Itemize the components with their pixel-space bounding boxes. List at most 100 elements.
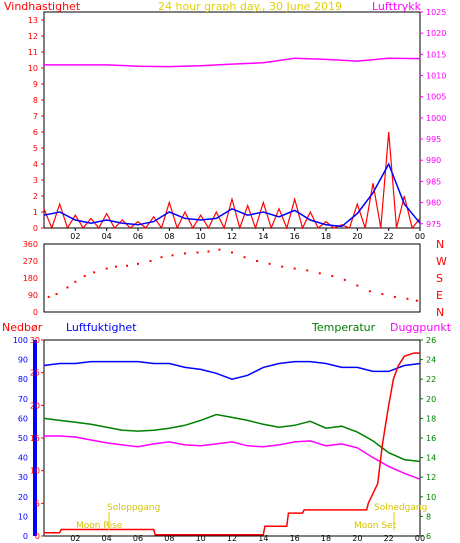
moonrise-label: Moon Rise (76, 521, 123, 531)
wind-y-tick-label: 2 (33, 192, 38, 201)
pressure-y-tick-label: 975 (426, 220, 441, 229)
temperature-label: Temperatur (311, 321, 376, 334)
direction-point (66, 286, 69, 289)
humidity-y-tick-label: 10 (18, 512, 28, 521)
temperature-y-tick-label: 18 (426, 414, 436, 423)
humidity-y-tick-label: 60 (18, 414, 28, 423)
rain-y-tick-label: 5 (35, 499, 40, 508)
wind-average-line (43, 162, 421, 228)
temperature-y-tick-label: 10 (426, 493, 436, 502)
chart-title: 24 hour graph day., 30 June 2019 (158, 0, 342, 13)
wind-y-tick-label: 0 (33, 224, 38, 233)
wind-x-tick-label: 04 (102, 232, 112, 241)
climate-x-tick-label: 00 (415, 534, 425, 543)
rain-label: Nedbør (2, 321, 43, 334)
wind-x-axis: 02 04 06 08 10 12 14 16 18 20 22 00 (70, 228, 425, 241)
compass-label: N (436, 238, 444, 251)
wind-x-tick-label: 16 (290, 232, 300, 241)
direction-point (126, 264, 129, 267)
climate-x-tick-label: 16 (290, 534, 300, 543)
humidity-y-tick-label: 70 (18, 395, 28, 404)
rain-y-tick-label: 30 (30, 336, 40, 345)
temperature-y-tick-label: 16 (426, 434, 436, 443)
pressure-y-tick-label: 985 (426, 177, 441, 186)
wind-speed-label: Vindhastighet (4, 0, 81, 13)
wind-y-tick-label: 3 (33, 176, 38, 185)
direction-point (196, 251, 199, 254)
direction-point (207, 250, 210, 253)
humidity-line (43, 360, 421, 380)
humidity-y-tick-label: 0 (23, 532, 28, 541)
wind-y-tick-label: 1 (33, 208, 38, 217)
wind-y-tick-label: 9 (33, 80, 38, 89)
wind-x-tick-label: 02 (70, 232, 80, 241)
direction-point (231, 251, 233, 254)
humidity-y-tick-label: 90 (18, 356, 28, 365)
pressure-label: Lufttrykk (372, 0, 422, 13)
climate-x-tick-label: 02 (70, 534, 80, 543)
direction-point (381, 293, 384, 296)
temperature-y-tick-label: 20 (426, 395, 436, 404)
direction-point (218, 248, 221, 251)
dewpoint-line (44, 435, 421, 480)
rain-y-tick-label: 10 (30, 467, 40, 476)
pressure-y-tick-label: 1005 (426, 93, 446, 102)
direction-point (368, 290, 371, 293)
rain-y-tick-label: 20 (30, 401, 40, 410)
compass-label: W (436, 255, 447, 268)
direction-point (55, 293, 58, 296)
pressure-y-tick-label: 1010 (426, 72, 446, 81)
humidity-y-tick-label: 50 (18, 434, 28, 443)
climate-x-tick-label: 20 (352, 534, 362, 543)
direction-point (256, 260, 259, 262)
wind-x-tick-label: 20 (352, 232, 362, 241)
humidity-y-tick-label: 100 (13, 336, 28, 345)
direction-point (331, 275, 334, 278)
direction-point (137, 262, 139, 265)
wind-x-tick-label: 00 (415, 232, 425, 241)
compass-label: E (436, 289, 443, 302)
wind-x-tick-label: 08 (164, 232, 174, 241)
dewpoint-label: Duggpunkt (390, 321, 452, 334)
direction-point (184, 252, 186, 255)
climate-x-tick-label: 08 (164, 534, 174, 543)
climate-x-tick-label: 10 (196, 534, 206, 543)
climate-x-tick-label: 06 (133, 534, 143, 543)
wind-y-tick-label: 5 (33, 144, 38, 153)
pressure-line (44, 57, 421, 68)
pressure-y-tick-label: 995 (426, 135, 441, 144)
humidity-scale-bar (33, 340, 37, 536)
climate-x-tick-label: 14 (258, 534, 268, 543)
rain-y-tick-label: 25 (30, 369, 40, 378)
temperature-y-tick-label: 24 (426, 356, 436, 365)
wind-y-tick-label: 4 (33, 160, 38, 169)
wind-gust-line (43, 131, 421, 231)
direction-y-tick-label: 270 (23, 257, 38, 266)
temperature-y-axis: 6 8 10 12 14 16 18 20 22 24 26 (420, 336, 436, 541)
wind-y-tick-label: 7 (33, 112, 38, 121)
direction-y-tick-label: 0 (33, 308, 38, 317)
direction-point (415, 299, 418, 302)
direction-panel-frame (43, 243, 421, 313)
moonset-label: Moon Set (354, 521, 397, 531)
sunset-label: Solnedgang (374, 503, 427, 513)
direction-point (160, 256, 163, 259)
wind-direction-points (47, 248, 418, 302)
direction-point (115, 265, 118, 268)
direction-y-axis: 0 90 180 270 360 (23, 240, 38, 317)
wind-x-tick-label: 18 (321, 232, 331, 241)
humidity-y-tick-label: 20 (18, 493, 28, 502)
direction-point (356, 284, 359, 287)
rain-y-tick-label: 0 (35, 532, 40, 541)
wind-y-tick-label: 8 (33, 96, 38, 105)
rain-y-axis: 0 5 10 15 20 25 30 (30, 336, 44, 541)
temperature-y-tick-label: 8 (426, 512, 431, 521)
direction-y-tick-label: 180 (23, 274, 38, 283)
direction-point (393, 295, 396, 298)
temperature-y-tick-label: 26 (426, 336, 436, 345)
